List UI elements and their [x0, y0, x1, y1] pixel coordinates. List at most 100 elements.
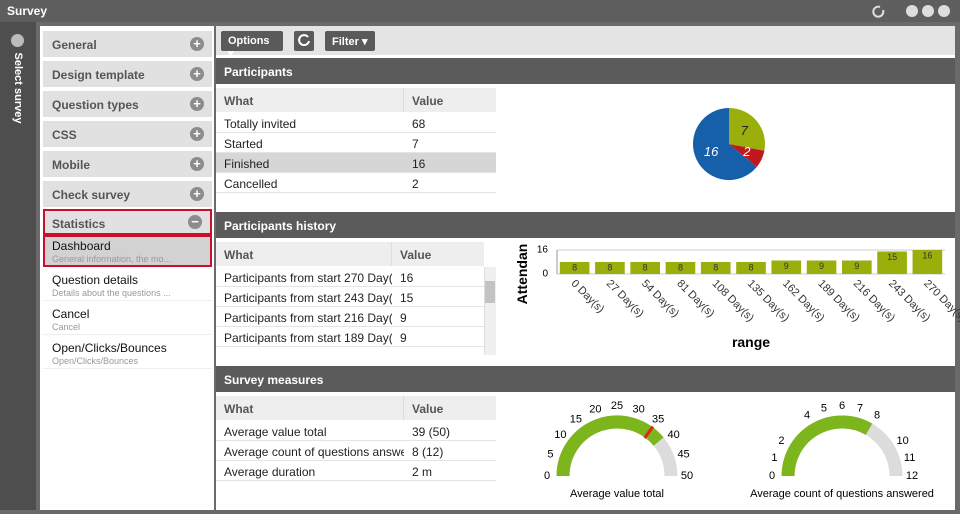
panel-header: Participants history	[216, 212, 955, 238]
table-cell: Average value total	[216, 421, 404, 441]
menu-item[interactable]: Check survey +	[43, 181, 212, 207]
bar	[912, 250, 943, 274]
pie-label: 2	[742, 144, 751, 159]
table-cell: 7	[404, 133, 496, 153]
menu-item[interactable]: Question types +	[43, 91, 212, 117]
gauge-tick-label: 12	[906, 470, 918, 482]
submenu-label: Cancel	[52, 307, 90, 321]
bar-value-label: 15	[887, 252, 897, 262]
bar-value-label: 8	[678, 262, 683, 272]
x-axis-label: range	[732, 334, 770, 350]
bar	[700, 262, 731, 274]
table-cell: 2	[404, 173, 496, 193]
bar	[771, 260, 802, 274]
table-cell: Participants from start 189 Day(s)	[216, 327, 392, 347]
bar	[806, 260, 837, 274]
bar	[559, 262, 590, 274]
bar-value-label: 8	[572, 262, 577, 272]
gauge-label: Average count of questions answered	[750, 488, 934, 500]
table-cell: Participants from start 243 Day(s)	[216, 287, 392, 307]
menu-item[interactable]: CSS +	[43, 121, 212, 147]
table-cell: 15	[392, 287, 484, 307]
expand-icon: +	[190, 97, 204, 111]
table-cell: Average count of questions answe...	[216, 441, 404, 461]
options-label: Options	[228, 35, 270, 47]
submenu-item[interactable]	[43, 235, 212, 267]
gauge-tick-label: 4	[804, 409, 810, 421]
bar-value-label: 9	[784, 261, 789, 271]
table-cell: 8 (12)	[404, 441, 496, 461]
submenu-desc: Cancel	[52, 322, 81, 332]
bar-value-label: 9	[819, 261, 824, 271]
window-controls[interactable]	[862, 3, 958, 19]
bar	[630, 262, 660, 274]
gauge-tick-label: 50	[681, 470, 693, 482]
pie-slice	[693, 108, 757, 180]
gauge-tick-label: 7	[857, 402, 863, 414]
side-tab-icon	[11, 34, 24, 47]
expand-icon: +	[190, 67, 204, 81]
gauge-tick-label: 1	[771, 452, 777, 464]
table-cell: Totally invited	[216, 113, 404, 133]
gauge-tick-label: 30	[633, 403, 645, 415]
gauge-tick-label: 11	[904, 452, 915, 464]
gauge-tick-label: 15	[570, 413, 582, 425]
filter-button[interactable]: Filter ▾	[325, 31, 375, 51]
menu-item[interactable]: Mobile +	[43, 151, 212, 177]
pie-label: 16	[704, 144, 719, 159]
submenu-item[interactable]	[43, 337, 212, 369]
x-tick-label: 81 Day(s)	[674, 278, 716, 320]
submenu-desc: General information, the mo...	[52, 254, 172, 264]
gauge-tick-label: 25	[611, 400, 623, 412]
filter-label: Filter	[332, 36, 359, 48]
bar-value-label: 16	[922, 250, 932, 260]
submenu-desc: Details about the questions ...	[52, 288, 171, 298]
title-bar: Survey	[0, 0, 960, 22]
side-tab[interactable]: Select survey	[0, 22, 36, 510]
table-cell: 9	[392, 307, 484, 327]
table-cell: Participants from start 270 Day(s)	[216, 267, 392, 287]
scrollbar-thumb[interactable]	[485, 281, 495, 303]
submenu-label: Dashboard	[52, 239, 111, 253]
table-cell: 2 m	[404, 461, 496, 481]
gauge-value	[556, 415, 664, 477]
bar-value-label: 8	[643, 262, 648, 272]
x-tick-label: 54 Day(s)	[639, 278, 681, 320]
x-tick-label: 27 Day(s)	[604, 278, 646, 320]
y-tick-label: 0	[542, 269, 548, 280]
menu-item-selected[interactable]: Statistics −	[43, 209, 212, 235]
collapse-icon: −	[188, 215, 202, 229]
table-cell: Finished	[216, 153, 404, 173]
menu-item[interactable]: General +	[43, 31, 212, 57]
bar	[842, 260, 872, 274]
gauge-tick-label: 5	[547, 448, 553, 460]
table-cell: 39 (50)	[404, 421, 496, 441]
gauge-tick-label: 10	[896, 435, 908, 447]
gauge-value	[781, 415, 873, 477]
gauge-tick-label: 8	[874, 409, 880, 421]
submenu-desc: Open/Clicks/Bounces	[52, 356, 139, 366]
expand-icon: +	[190, 127, 204, 141]
bar	[665, 262, 696, 274]
x-tick-label: 0 Day(s)	[569, 278, 607, 316]
gauge-tick-label: 5	[821, 402, 827, 414]
window-title: Survey	[7, 4, 48, 18]
gauge-tick-label: 35	[652, 413, 664, 425]
table-cell: Participants from start 216 Day(s)	[216, 307, 392, 327]
panel-header: Participants	[216, 58, 955, 84]
options-button[interactable]: Options ▾	[221, 31, 283, 60]
table-cell: Cancelled	[216, 173, 404, 193]
table-cell: Average duration	[216, 461, 404, 481]
submenu-item[interactable]	[43, 303, 212, 335]
gauge-tick-label: 10	[554, 429, 566, 441]
gauge-tick-label: 45	[677, 448, 689, 460]
gauge-tick-label: 2	[778, 435, 784, 447]
menu-item[interactable]: Design template +	[43, 61, 212, 87]
refresh-button[interactable]	[294, 31, 314, 51]
bar	[877, 251, 907, 274]
gauge-label: Average value total	[570, 488, 664, 500]
submenu-item[interactable]	[43, 269, 212, 301]
table-cell: 9	[392, 327, 484, 347]
column-header: Value	[404, 396, 496, 420]
